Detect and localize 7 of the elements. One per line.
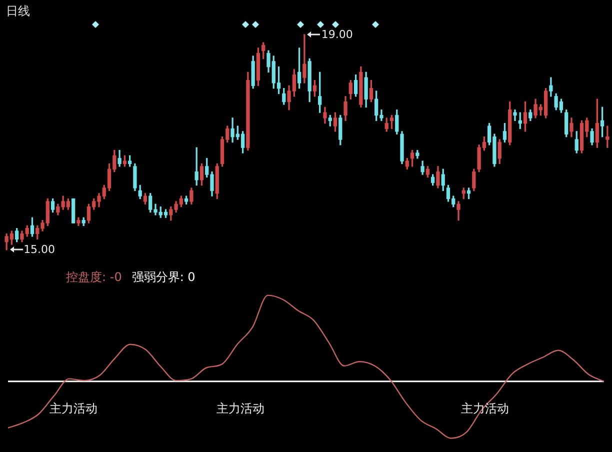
chart-title: 日线 — [6, 3, 30, 20]
annotation: 15.00 — [24, 243, 56, 256]
text: 控盘度: -0 — [66, 268, 122, 286]
annotation: 主力活动 — [50, 402, 98, 416]
annotation: 19.00 — [321, 28, 353, 41]
annotation: 主力活动 — [216, 402, 265, 416]
text: 强弱分界: 0 — [132, 268, 196, 286]
